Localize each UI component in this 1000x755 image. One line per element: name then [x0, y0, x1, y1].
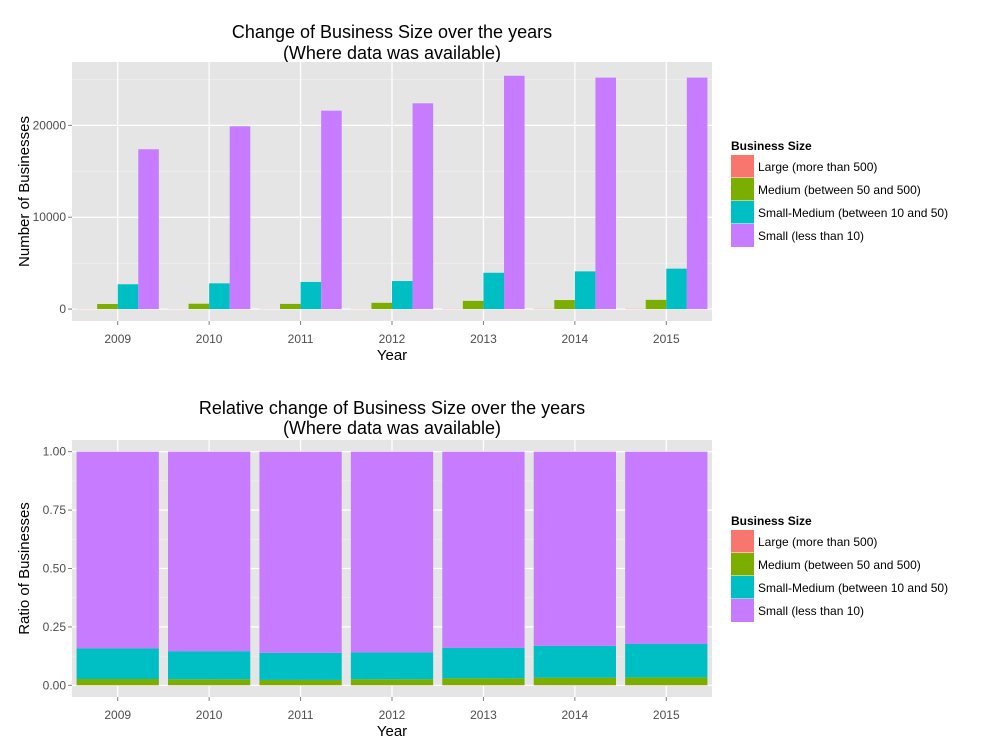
bar-medium [646, 300, 667, 309]
bar-small [687, 78, 708, 309]
stacked-bar-segment [442, 648, 524, 678]
legend-title: Business Size [731, 514, 812, 528]
x-tick-label: 2015 [653, 708, 680, 722]
x-axis-title: Year [377, 723, 407, 740]
legend-label: Small (less than 10) [758, 604, 864, 618]
bar-small-medium [209, 283, 230, 309]
legend-label: Large (more than 500) [758, 160, 877, 174]
bar-medium [463, 301, 484, 309]
x-axis-title: Year [377, 347, 407, 364]
chart-subtitle: (Where data was available) [283, 43, 501, 63]
legend-swatch [731, 224, 754, 247]
stacked-bar-segment [168, 679, 250, 685]
stacked-bar-segment [168, 452, 250, 652]
y-tick-label: 0.00 [43, 678, 67, 692]
bar-small-medium [575, 271, 596, 309]
bar-medium [280, 304, 301, 309]
bar-small-medium [666, 269, 687, 309]
stacked-bar-segment [259, 653, 341, 680]
bar-small [230, 126, 251, 309]
legend-swatch [731, 178, 754, 201]
stacked-bar-segment [77, 648, 159, 679]
y-tick-label: 20000 [33, 118, 67, 132]
stacked-bar-segment [259, 452, 341, 653]
bar-small-medium [118, 284, 139, 309]
bar-medium [371, 303, 392, 309]
x-tick-label: 2013 [470, 332, 497, 346]
stacked-bar-segment [351, 652, 433, 679]
x-tick-label: 2010 [196, 708, 223, 722]
y-tick-label: 10000 [33, 210, 67, 224]
bar-small [595, 78, 616, 309]
bar-small [321, 111, 342, 309]
stacked-bar-segment [259, 680, 341, 685]
y-tick-label: 0.25 [43, 620, 67, 634]
chart-title: Relative change of Business Size over th… [199, 398, 585, 418]
stacked-bar-segment [625, 677, 707, 685]
x-tick-label: 2015 [653, 332, 680, 346]
x-tick-label: 2009 [104, 708, 131, 722]
bar-medium [97, 304, 118, 309]
bar-small-medium [301, 282, 322, 309]
legend-label: Small (less than 10) [758, 229, 864, 243]
x-tick-label: 2014 [562, 332, 589, 346]
legend-label: Small-Medium (between 10 and 50) [758, 581, 948, 595]
x-tick-label: 2010 [196, 332, 223, 346]
stacked-bar-segment [168, 651, 250, 679]
legend-swatch [731, 530, 754, 553]
x-tick-label: 2013 [470, 708, 497, 722]
chart-title: Change of Business Size over the years [232, 22, 552, 42]
legend-label: Small-Medium (between 10 and 50) [758, 206, 948, 220]
bar-medium [189, 304, 210, 309]
bar-small [413, 103, 434, 309]
y-tick-label: 1.00 [43, 445, 67, 459]
y-tick-label: 0.75 [43, 503, 67, 517]
x-tick-label: 2009 [104, 332, 131, 346]
stacked-bar-segment [625, 452, 707, 644]
x-tick-label: 2011 [288, 708, 314, 722]
legend-label: Medium (between 50 and 500) [758, 183, 921, 197]
bar-small-medium [392, 281, 413, 309]
legend-swatch [731, 553, 754, 576]
legend-title: Business Size [731, 139, 812, 153]
legend-label: Large (more than 500) [758, 535, 877, 549]
stacked-bar-segment [351, 452, 433, 653]
stacked-bar-segment [625, 644, 707, 677]
legend-swatch [731, 201, 754, 224]
stacked-bar-segment [534, 678, 616, 685]
y-axis-title: Ratio of Businesses [16, 502, 33, 635]
legend: Business Size Large (more than 500) Medium… [731, 514, 948, 622]
x-tick-label: 2012 [379, 332, 406, 346]
stacked-bar-segment [77, 679, 159, 685]
bar-medium [554, 300, 575, 309]
legend-swatch [731, 576, 754, 599]
y-axis-title: Number of Businesses [16, 116, 33, 267]
stacked-bar-segment [442, 678, 524, 685]
bar-small-medium [483, 273, 504, 309]
chart-1: Change of Business Size over the years(W… [16, 22, 948, 364]
legend: Business Size Large (more than 500) Medium… [731, 139, 948, 247]
stacked-bar-segment [77, 452, 159, 649]
legend-label: Medium (between 50 and 500) [758, 558, 921, 572]
x-tick-label: 2012 [379, 708, 406, 722]
legend-swatch [731, 599, 754, 622]
legend-swatch [731, 155, 754, 178]
bar-small [504, 76, 525, 309]
chart-2: Relative change of Business Size over th… [16, 398, 948, 740]
x-tick-label: 2011 [288, 332, 314, 346]
stacked-bar-segment [351, 679, 433, 685]
bar-small [138, 149, 159, 309]
y-tick-label: 0.50 [43, 562, 67, 576]
y-tick-label: 0 [59, 302, 66, 316]
x-tick-label: 2014 [562, 708, 589, 722]
stacked-bar-segment [442, 452, 524, 648]
stacked-bar-segment [534, 646, 616, 678]
stacked-bar-segment [534, 452, 616, 646]
chart-subtitle: (Where data was available) [283, 418, 501, 438]
